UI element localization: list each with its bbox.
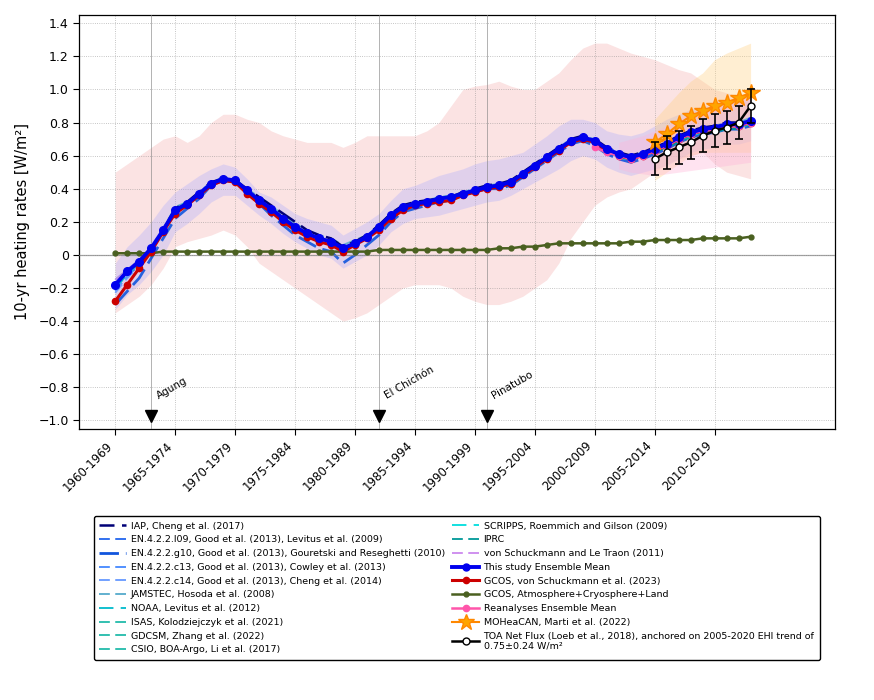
Legend: IAP, Cheng et al. (2017), EN.4.2.2.l09, Good et al. (2013), Levitus et al. (2009: IAP, Cheng et al. (2017), EN.4.2.2.l09, …	[94, 516, 820, 660]
Y-axis label: 10-yr heating rates [W/m²]: 10-yr heating rates [W/m²]	[15, 123, 30, 321]
Text: Pinatubo: Pinatubo	[490, 369, 535, 400]
Text: Agung: Agung	[155, 375, 189, 400]
Text: El Chichón: El Chichón	[383, 364, 435, 400]
